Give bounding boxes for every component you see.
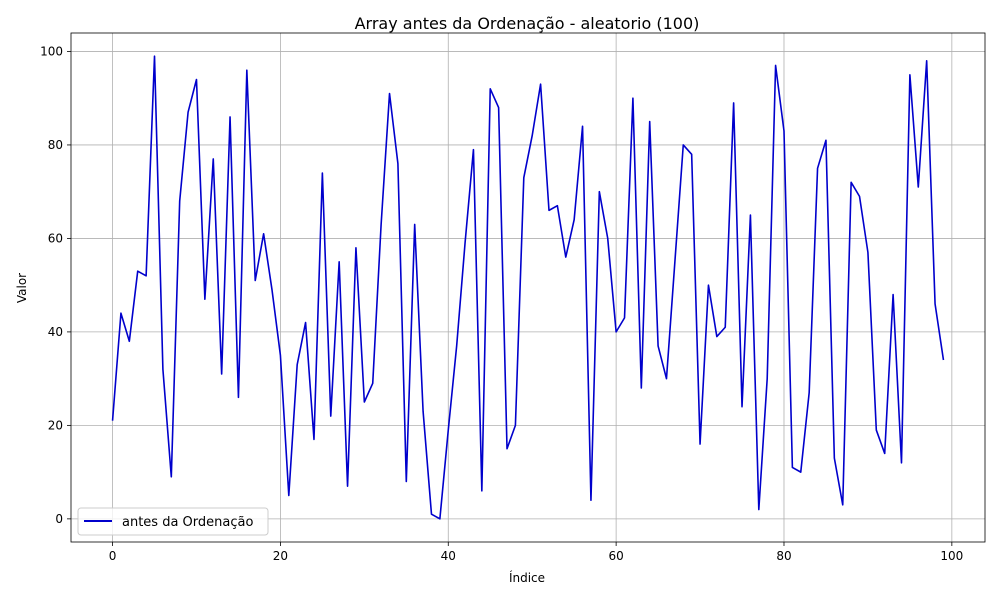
x-axis-label: Índice <box>509 570 545 585</box>
y-tick-label: 60 <box>48 231 63 245</box>
y-axis-ticks: 0 20 40 60 80 100 <box>40 44 71 526</box>
x-tick-label: 60 <box>608 549 623 563</box>
x-tick-label: 100 <box>940 549 963 563</box>
x-tick-label: 80 <box>776 549 791 563</box>
plot-area-frame <box>70 32 986 543</box>
x-tick-label: 40 <box>441 549 456 563</box>
series-line <box>111 55 945 520</box>
y-axis-label: Valor <box>15 273 29 303</box>
y-tick-label: 40 <box>48 325 63 339</box>
y-tick-label: 0 <box>55 512 63 526</box>
legend: antes da Ordenação <box>77 507 269 536</box>
legend-box <box>77 507 269 536</box>
series-layer <box>111 55 945 520</box>
y-tick-label: 20 <box>48 418 63 432</box>
x-tick-label: 20 <box>273 549 288 563</box>
x-tick-label: 0 <box>109 549 117 563</box>
y-tick-label: 100 <box>40 44 63 58</box>
legend-label: antes da Ordenação <box>122 515 253 530</box>
chart-title: Array antes da Ordenação - aleatorio (10… <box>355 14 700 33</box>
x-axis-ticks: 0 20 40 60 80 100 <box>109 542 963 563</box>
y-tick-label: 80 <box>48 138 63 152</box>
